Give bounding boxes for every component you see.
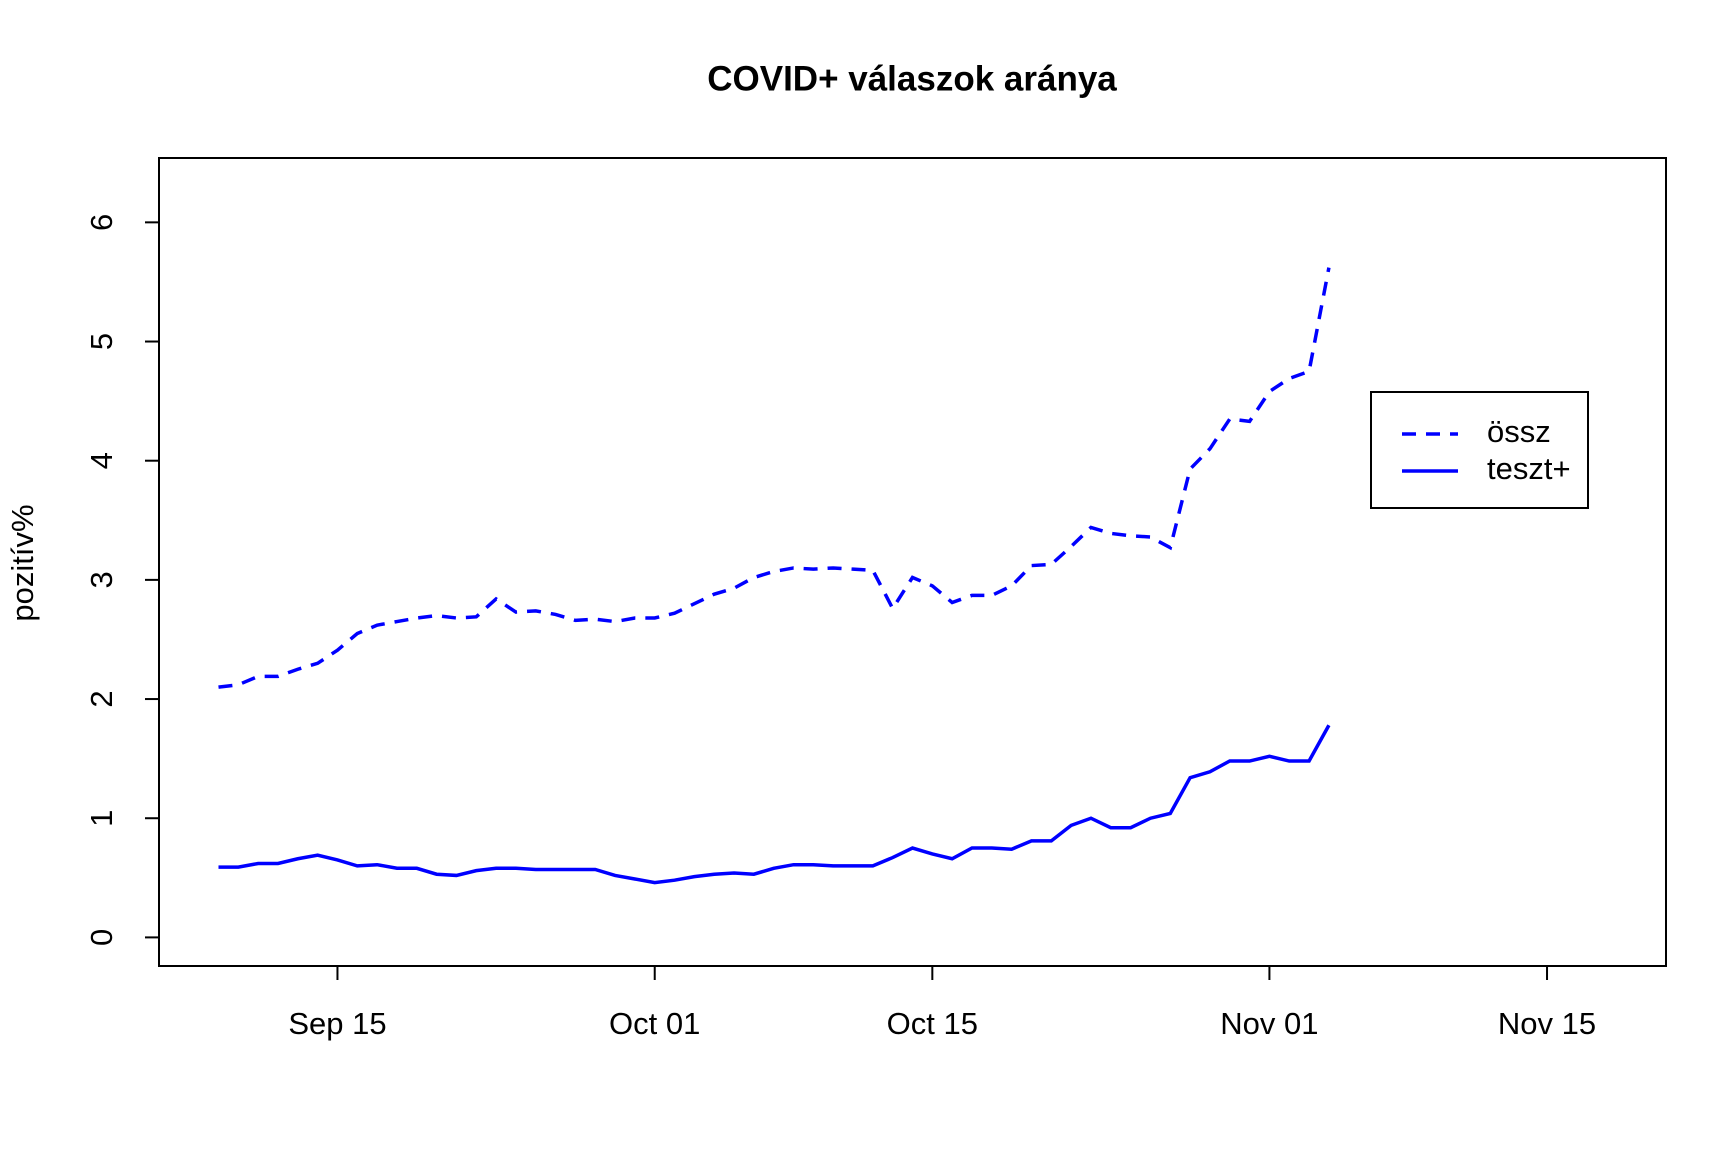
x-tick-label: Oct 15 bbox=[887, 1006, 978, 1041]
y-tick-label: 1 bbox=[84, 810, 119, 827]
y-tick-label: 6 bbox=[84, 214, 119, 231]
x-tick-label: Nov 15 bbox=[1498, 1006, 1596, 1041]
legend-box bbox=[1370, 391, 1589, 509]
legend-label: össz bbox=[1487, 414, 1551, 449]
line-series bbox=[218, 267, 1331, 689]
line-series bbox=[218, 724, 1331, 885]
x-tick-label: Nov 01 bbox=[1220, 1006, 1318, 1041]
legend-label: teszt+ bbox=[1487, 451, 1571, 486]
chart-title: COVID+ válaszok aránya bbox=[707, 59, 1117, 98]
y-tick-label: 4 bbox=[84, 452, 119, 469]
x-tick-label: Sep 15 bbox=[288, 1006, 386, 1041]
y-axis-label: pozitív% bbox=[5, 504, 40, 621]
x-tick-label: Oct 01 bbox=[609, 1006, 700, 1041]
y-tick-label: 0 bbox=[84, 929, 119, 946]
y-tick-label: 5 bbox=[84, 333, 119, 350]
plot-frame bbox=[158, 157, 1667, 967]
y-tick-label: 2 bbox=[84, 690, 119, 707]
y-tick-label: 3 bbox=[84, 571, 119, 588]
